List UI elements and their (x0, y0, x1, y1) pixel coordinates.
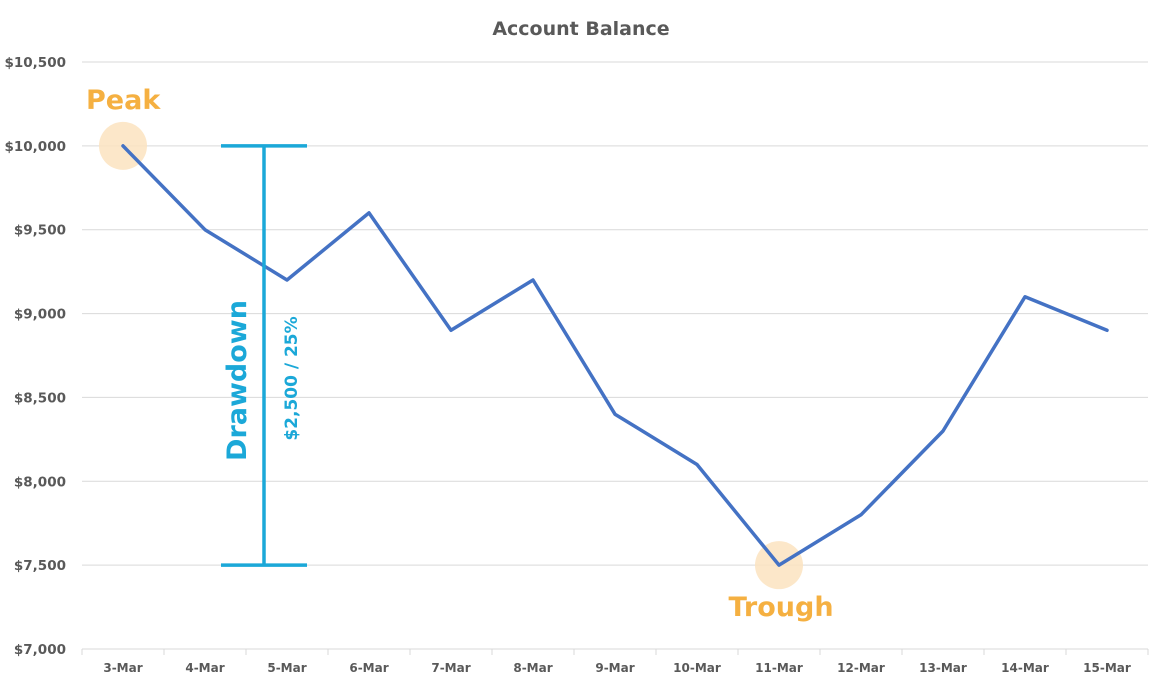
x-tick-label: 13-Mar (919, 661, 967, 675)
y-tick-label: $7,000 (14, 642, 66, 658)
y-tick-label: $10,500 (5, 55, 67, 71)
x-tick-label: 8-Mar (513, 661, 552, 675)
x-tick-label: 10-Mar (673, 661, 721, 675)
trough-label: Trough (728, 592, 833, 623)
x-tick-label: 3-Mar (103, 661, 142, 675)
series-line (121, 144, 1109, 567)
x-tick-label: 7-Mar (431, 661, 470, 675)
x-tick-label: 5-Mar (267, 661, 306, 675)
x-tick-label: 15-Mar (1083, 661, 1131, 675)
y-tick-label: $8,000 (14, 474, 66, 490)
x-tick-label: 6-Mar (349, 661, 388, 675)
drawdown-value-label: $2,500 / 25% (282, 316, 302, 440)
y-tick-label: $7,500 (14, 558, 66, 574)
drawdown-bracket: Drawdown $2,500 / 25% (221, 144, 307, 567)
y-tick-label: $9,500 (14, 223, 66, 239)
chart-title: Account Balance (492, 18, 669, 40)
x-tick-label: 12-Mar (837, 661, 885, 675)
y-tick-label: $10,000 (5, 139, 67, 155)
drawdown-label: Drawdown (222, 300, 253, 461)
y-tick-label: $9,000 (14, 307, 66, 323)
x-tick-label: 9-Mar (595, 661, 634, 675)
x-tick-label: 4-Mar (185, 661, 224, 675)
y-tick-label: $8,500 (14, 390, 66, 406)
x-tick-label: 14-Mar (1001, 661, 1049, 675)
x-tick-label: 11-Mar (755, 661, 803, 675)
peak-label: Peak (86, 85, 161, 116)
